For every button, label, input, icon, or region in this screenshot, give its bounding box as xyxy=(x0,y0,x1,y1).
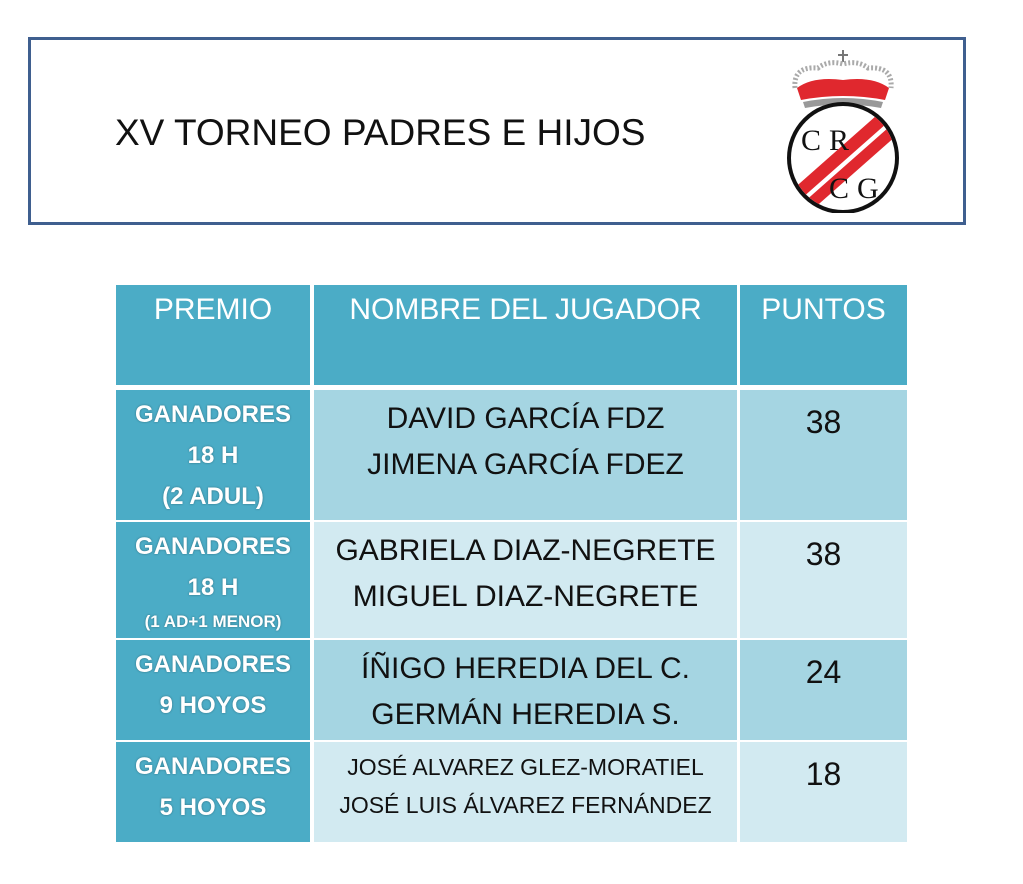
premio-line: GANADORES xyxy=(134,533,291,560)
column-header-puntos: PUNTOS xyxy=(740,285,907,385)
table-row-premio: GANADORES 18 H (1 AD+1 MENOR) xyxy=(116,522,310,638)
premio-line: 9 HOYOS xyxy=(159,692,267,719)
player-name: GABRIELA DIAZ-NEGRETE xyxy=(335,534,716,567)
page-title: XV TORNEO PADRES E HIJOS xyxy=(115,112,646,153)
table-row-puntos: 18 xyxy=(740,742,907,842)
table-row-nombres: DAVID GARCÍA FDZ JIMENA GARCÍA FDEZ xyxy=(314,390,737,520)
premio-line: GANADORES xyxy=(134,753,291,780)
table-row-nombres: JOSÉ ALVAREZ GLEZ-MORATIEL JOSÉ LUIS ÁLV… xyxy=(314,742,737,842)
table-row-puntos: 24 xyxy=(740,640,907,740)
logo-monogram: C R C G xyxy=(801,124,879,205)
table-row-puntos: 38 xyxy=(740,522,907,638)
column-header-nombre: NOMBRE DEL JUGADOR xyxy=(314,285,737,385)
player-name: DAVID GARCÍA FDZ xyxy=(386,402,665,435)
premio-line: 5 HOYOS xyxy=(159,794,267,821)
svg-text:G: G xyxy=(857,172,879,205)
player-name: JOSÉ ALVAREZ GLEZ-MORATIEL xyxy=(347,754,704,780)
player-name: JIMENA GARCÍA FDEZ xyxy=(367,448,684,481)
svg-text:C: C xyxy=(801,124,821,157)
premio-line: GANADORES xyxy=(134,401,291,428)
table-row-puntos: 38 xyxy=(740,390,907,520)
premio-line: 18 H xyxy=(187,442,239,469)
table-row-nombres: GABRIELA DIAZ-NEGRETE MIGUEL DIAZ-NEGRET… xyxy=(314,522,737,638)
player-name: ÍÑIGO HEREDIA DEL C. xyxy=(361,652,690,685)
title-box: XV TORNEO PADRES E HIJOS C R C G xyxy=(28,37,966,225)
premio-line: (2 ADUL) xyxy=(162,483,264,510)
premio-line: (1 AD+1 MENOR) xyxy=(144,612,282,631)
svg-text:R: R xyxy=(829,124,849,157)
table-row-premio: GANADORES 5 HOYOS xyxy=(116,742,310,842)
club-logo: C R C G xyxy=(787,50,899,213)
table-row-premio: GANADORES 9 HOYOS xyxy=(116,640,310,740)
table-row-nombres: ÍÑIGO HEREDIA DEL C. GERMÁN HEREDIA S. xyxy=(314,640,737,740)
player-name: GERMÁN HEREDIA S. xyxy=(371,698,680,731)
premio-line: 18 H xyxy=(187,574,239,601)
player-name: MIGUEL DIAZ-NEGRETE xyxy=(352,580,699,613)
column-header-premio: PREMIO xyxy=(116,285,310,385)
premio-line: GANADORES xyxy=(134,651,291,678)
crown-icon xyxy=(792,50,894,108)
player-name: JOSÉ LUIS ÁLVAREZ FERNÁNDEZ xyxy=(339,792,712,818)
svg-text:C: C xyxy=(829,172,849,205)
table-row-premio: GANADORES 18 H (2 ADUL) xyxy=(116,390,310,520)
